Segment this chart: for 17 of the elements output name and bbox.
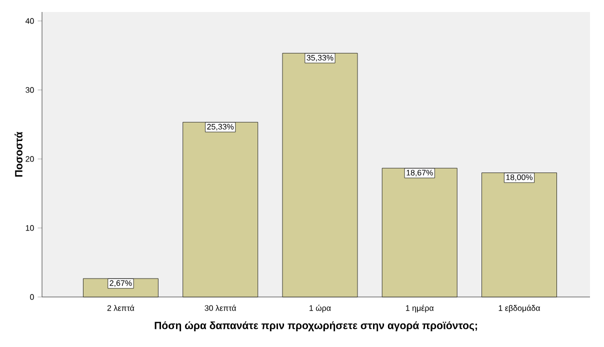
- x-tick-label: 30 λεπτά: [204, 304, 236, 311]
- y-tick-label: 40: [26, 18, 34, 24]
- y-tick-label: 20: [26, 156, 34, 162]
- y-tick-label: 0: [30, 294, 34, 300]
- data-label: 18,00%: [506, 174, 533, 182]
- x-axis-title: Πόση ώρα δαπανάτε πριν προχωρήσετε στην αγορά προϊόντος;: [154, 321, 477, 332]
- x-tick-label: 2 λεπτά: [107, 304, 134, 311]
- x-tick-label: 1 εβδομάδα: [498, 304, 540, 312]
- data-label: 25,33%: [207, 124, 234, 130]
- y-tick-label: 30: [26, 87, 34, 93]
- x-tick-label: 1 ώρα: [310, 304, 331, 312]
- y-axis-title: Ποσοστά: [14, 132, 22, 177]
- x-tick-label: 1 ημέρα: [406, 304, 434, 312]
- y-tick-label: 10: [26, 225, 34, 231]
- data-label: 35,33%: [306, 54, 334, 62]
- data-label: 2,67%: [110, 280, 132, 287]
- data-label: 18,67%: [406, 170, 433, 176]
